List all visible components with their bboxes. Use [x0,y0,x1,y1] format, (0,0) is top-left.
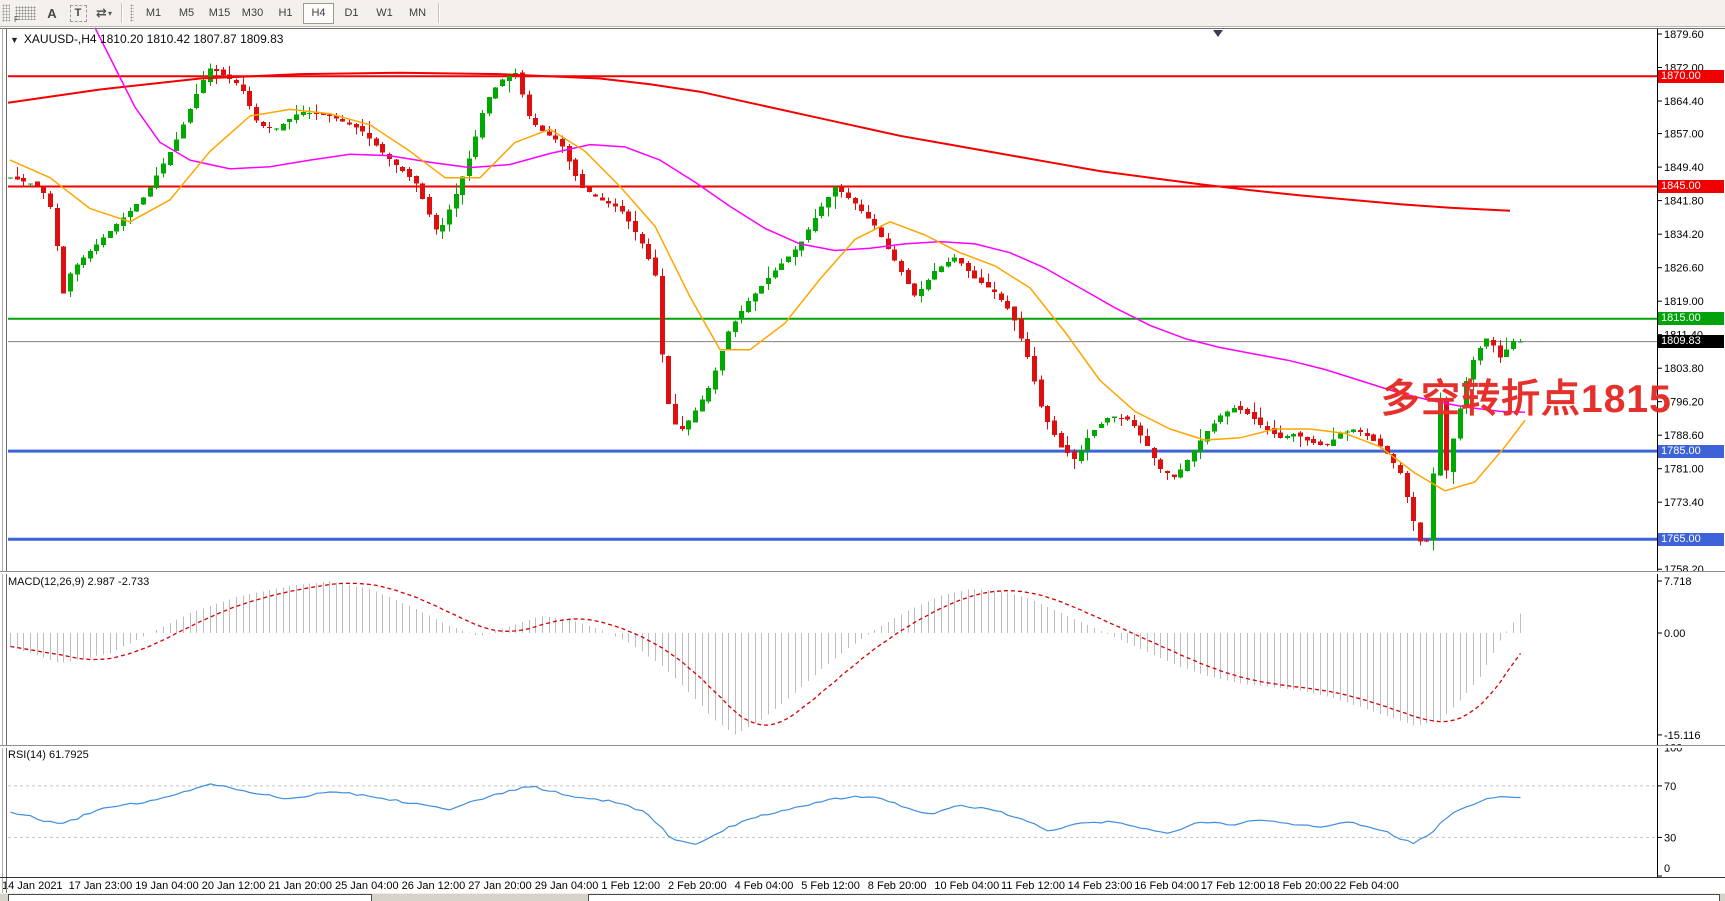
timeframe-button-mn[interactable]: MN [408,6,427,19]
svg-text:2 Feb 20:00: 2 Feb 20:00 [668,880,727,892]
cycle-arrows-button[interactable]: ⇄ ▾ [92,4,116,23]
svg-text:17 Jan 23:00: 17 Jan 23:00 [69,880,133,892]
window-left-border [2,28,3,893]
timeframe-button-h1[interactable]: H1 [278,6,293,19]
chevron-down-icon: ▾ [107,8,112,18]
chart-left-border [6,28,7,893]
price-badge-1765-00: 1765.00 [1658,532,1724,546]
chart-title-text: XAUUSD-,H4 1810.20 1810.42 1807.87 1809.… [23,32,284,46]
timeframe-button-m15[interactable]: M15 [208,6,231,19]
svg-text:11 Feb 12:00: 11 Feb 12:00 [1001,880,1065,892]
text-tool-button[interactable]: T [66,4,90,23]
rsi-indicator-label: RSI(14) 61.7925 [8,749,89,761]
svg-text:18 Feb 20:00: 18 Feb 20:00 [1267,880,1332,892]
chart-top-border [0,28,1725,29]
timeframe-button-m1[interactable]: M1 [145,6,162,19]
svg-text:19 Jan 04:00: 19 Jan 04:00 [135,880,199,892]
timeframe-button-m5[interactable]: M5 [178,6,195,19]
svg-text:27 Jan 20:00: 27 Jan 20:00 [468,880,532,892]
svg-text:1 Feb 12:00: 1 Feb 12:00 [601,880,660,892]
text-tool-icon: T [69,4,87,22]
svg-text:8 Feb 20:00: 8 Feb 20:00 [868,880,927,892]
svg-text:20 Jan 12:00: 20 Jan 12:00 [202,880,266,892]
arrow-tool-button[interactable]: A [47,5,57,21]
svg-text:21 Jan 20:00: 21 Jan 20:00 [268,880,332,892]
svg-text:29 Jan 04:00: 29 Jan 04:00 [535,880,599,892]
cycle-arrows-icon: ⇄ [96,5,107,20]
timeframe-button-d1[interactable]: D1 [344,6,359,19]
svg-text:-15.116: -15.116 [1664,730,1701,742]
collapse-triangle-icon[interactable]: ▼ [10,35,19,45]
panel-divider-rsi[interactable] [0,745,1725,748]
svg-text:1781.00: 1781.00 [1664,464,1704,476]
svg-text:22 Feb 04:00: 22 Feb 04:00 [1334,880,1399,892]
price-badge-1870-00: 1870.00 [1658,69,1724,83]
svg-text:1879.60: 1879.60 [1664,29,1704,41]
svg-text:1819.00: 1819.00 [1664,296,1704,308]
svg-text:17 Feb 12:00: 17 Feb 12:00 [1201,880,1266,892]
chart-shift-marker-icon[interactable] [1213,30,1223,37]
toolbar-separator [121,3,123,23]
svg-text:1857.00: 1857.00 [1664,129,1704,141]
price-badge-1815-00: 1815.00 [1658,312,1724,326]
svg-text:30: 30 [1664,832,1676,844]
timeframe-button-h4[interactable]: H4 [303,2,334,24]
svg-text:26 Jan 12:00: 26 Jan 12:00 [402,880,466,892]
svg-text:1864.40: 1864.40 [1664,96,1704,108]
timeframe-buttons: M1 M5 M15 M30 H1 H4 D1 W1 MN [137,2,434,24]
svg-text:25 Jan 04:00: 25 Jan 04:00 [335,880,399,892]
svg-text:1841.80: 1841.80 [1664,196,1704,208]
svg-text:16 Feb 04:00: 16 Feb 04:00 [1134,880,1199,892]
timeframe-button-w1[interactable]: W1 [376,6,393,19]
svg-text:1796.20: 1796.20 [1664,397,1704,409]
svg-text:1803.80: 1803.80 [1664,363,1704,375]
svg-text:1788.60: 1788.60 [1664,430,1704,442]
price-badge-1785-00: 1785.00 [1658,444,1724,458]
svg-text:70: 70 [1664,781,1676,793]
crosshair-grid-icon[interactable]: F [14,6,36,24]
svg-text:1826.60: 1826.60 [1664,263,1704,275]
svg-text:0: 0 [1664,863,1670,875]
toolbar-separator-2 [438,3,440,23]
svg-text:5 Feb 12:00: 5 Feb 12:00 [801,880,860,892]
panel-divider-macd[interactable] [0,571,1725,574]
toolbar-grip-2[interactable] [130,4,134,22]
svg-text:1849.40: 1849.40 [1664,162,1704,174]
top-toolbar: F A T ⇄ ▾ M1 M5 M15 M30 H1 H4 D1 W1 MN [0,0,1725,27]
timeframe-button-m30[interactable]: M30 [241,6,264,19]
svg-text:14 Feb 23:00: 14 Feb 23:00 [1068,880,1133,892]
price-badge-1809-83: 1809.83 [1658,335,1724,349]
toolbar-grip[interactable] [2,4,10,22]
chart-title[interactable]: ▼ XAUUSD-,H4 1810.20 1810.42 1807.87 1809… [10,32,283,46]
svg-text:14 Jan 2021: 14 Jan 2021 [2,880,63,892]
price-badge-1845-00: 1845.00 [1658,180,1724,193]
docked-window-edge-2[interactable] [588,894,1720,901]
docked-window-edge-1[interactable] [8,894,372,901]
svg-text:1773.40: 1773.40 [1664,497,1704,509]
svg-text:4 Feb 04:00: 4 Feb 04:00 [735,880,794,892]
svg-text:0.00: 0.00 [1664,628,1685,640]
time-axis-border [0,877,1725,878]
svg-text:10 Feb 04:00: 10 Feb 04:00 [934,880,999,892]
annotation-text[interactable]: 多空转折点1815 [1381,378,1672,421]
svg-text:7.718: 7.718 [1664,576,1692,588]
macd-indicator-label: MACD(12,26,9) 2.987 -2.733 [8,576,150,588]
svg-text:1834.20: 1834.20 [1664,229,1704,241]
